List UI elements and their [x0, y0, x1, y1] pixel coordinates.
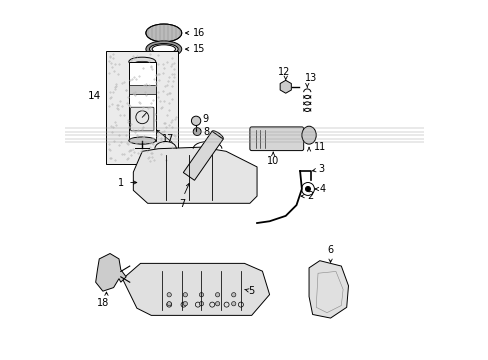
Circle shape — [167, 293, 171, 297]
Ellipse shape — [133, 61, 151, 68]
Circle shape — [167, 302, 171, 306]
Text: 15: 15 — [192, 44, 204, 54]
Text: 17: 17 — [162, 134, 174, 144]
Polygon shape — [96, 253, 126, 291]
Ellipse shape — [301, 126, 316, 144]
Circle shape — [199, 293, 203, 297]
Circle shape — [231, 293, 235, 297]
Circle shape — [215, 302, 219, 306]
Circle shape — [183, 302, 187, 306]
Text: 1: 1 — [118, 177, 124, 188]
Circle shape — [199, 302, 203, 306]
Circle shape — [191, 116, 201, 126]
Ellipse shape — [145, 41, 182, 57]
Bar — [128, 85, 155, 94]
Text: 3: 3 — [317, 164, 324, 174]
Text: 10: 10 — [266, 156, 279, 166]
Text: 5: 5 — [247, 286, 254, 296]
Circle shape — [305, 186, 310, 192]
Text: 6: 6 — [327, 245, 333, 255]
Polygon shape — [133, 147, 257, 203]
Text: 7: 7 — [179, 199, 185, 209]
Text: 13: 13 — [304, 73, 316, 83]
Polygon shape — [308, 261, 348, 318]
Circle shape — [183, 293, 187, 297]
Text: 12: 12 — [277, 67, 289, 77]
Ellipse shape — [145, 24, 182, 42]
Ellipse shape — [211, 131, 223, 140]
Ellipse shape — [128, 137, 155, 144]
FancyBboxPatch shape — [249, 127, 303, 150]
Ellipse shape — [128, 57, 155, 66]
Bar — [128, 62, 155, 140]
Text: 8: 8 — [203, 127, 209, 136]
Text: 4: 4 — [319, 184, 325, 194]
Text: 11: 11 — [313, 141, 325, 152]
Polygon shape — [122, 264, 269, 315]
Text: 18: 18 — [97, 298, 109, 309]
Polygon shape — [183, 131, 223, 180]
Circle shape — [215, 293, 219, 297]
Circle shape — [231, 302, 235, 306]
Text: 16: 16 — [192, 28, 204, 38]
Ellipse shape — [152, 45, 175, 53]
Text: 2: 2 — [306, 191, 313, 201]
FancyBboxPatch shape — [130, 107, 154, 131]
Bar — [106, 51, 178, 164]
Ellipse shape — [149, 44, 178, 55]
Text: 9: 9 — [202, 114, 208, 124]
Circle shape — [193, 128, 201, 135]
Text: 14: 14 — [88, 91, 101, 101]
